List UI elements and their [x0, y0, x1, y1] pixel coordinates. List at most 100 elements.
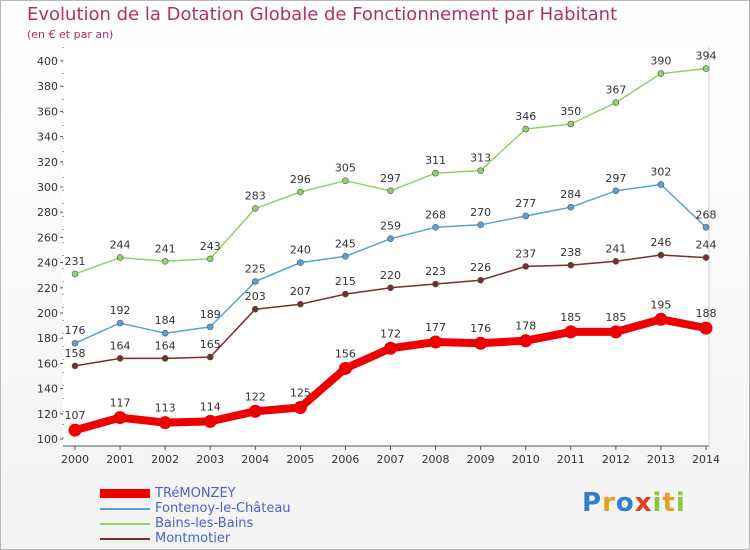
data-point	[657, 181, 665, 188]
data-point	[297, 300, 304, 308]
y-tick-label: 280	[37, 206, 58, 219]
data-point	[71, 339, 79, 347]
data-label: 207	[290, 285, 311, 298]
data-point	[387, 187, 394, 195]
data-point	[297, 188, 304, 196]
y-tick-label: 120	[37, 408, 58, 421]
legend-item: TRéMONZEY	[100, 486, 291, 501]
data-label: 284	[560, 188, 581, 201]
logo-letter: i	[675, 488, 686, 518]
data-label: 241	[605, 242, 626, 255]
y-tick-label: 140	[37, 383, 58, 396]
data-label: 122	[245, 390, 266, 403]
data-point	[206, 353, 214, 361]
data-labels-layer: 158 164 164 165 203 207 215 220 223 226 237 238 241 2…	[65, 50, 717, 423]
data-point	[116, 254, 124, 261]
x-tick-label: 2010	[512, 453, 540, 466]
legend-swatch	[100, 522, 150, 525]
data-label: 296	[290, 173, 311, 186]
data-point	[384, 341, 397, 355]
data-label: 231	[65, 255, 86, 268]
data-point	[702, 65, 710, 72]
data-point	[564, 325, 578, 339]
y-tick-label: 260	[37, 231, 58, 244]
data-label: 277	[515, 197, 536, 210]
x-tick-label: 2006	[331, 453, 359, 466]
data-label: 244	[696, 239, 717, 252]
data-label: 305	[335, 162, 356, 175]
data-label: 244	[110, 239, 131, 252]
chart-subtitle: (en € et par an)	[27, 28, 114, 41]
y-tick-label: 320	[37, 156, 58, 169]
data-label: 164	[155, 339, 176, 352]
data-point	[71, 362, 79, 370]
data-point	[342, 177, 349, 184]
data-point	[477, 276, 484, 284]
data-label: 268	[696, 208, 717, 221]
data-label: 158	[65, 347, 86, 360]
data-point	[657, 251, 665, 259]
legend: TRéMONZEY Fontenoy-le-Château Bains-les-Ba…	[100, 486, 291, 546]
legend-item: Montmotier	[100, 531, 291, 546]
data-label: 176	[65, 324, 86, 337]
data-label: 225	[245, 263, 266, 276]
x-tick-label: 2002	[151, 453, 179, 466]
data-point	[702, 224, 710, 231]
proxiti-logo: Proxiti	[582, 488, 686, 518]
data-label: 223	[425, 265, 446, 278]
data-point	[522, 263, 530, 270]
data-label: 238	[560, 246, 581, 259]
data-label: 178	[515, 320, 536, 333]
data-point	[657, 70, 665, 77]
data-point	[612, 187, 620, 195]
logo-letter: t	[662, 488, 676, 518]
data-point	[609, 325, 623, 339]
data-label: 390	[650, 55, 671, 68]
data-label: 302	[650, 165, 671, 178]
data-label: 117	[110, 397, 131, 410]
data-label: 313	[470, 152, 491, 165]
data-point	[612, 99, 620, 106]
plot-area	[63, 47, 709, 446]
data-label: 226	[470, 261, 491, 274]
x-tick-label: 2009	[467, 453, 495, 466]
data-label: 311	[425, 154, 446, 167]
data-point	[116, 355, 124, 362]
data-label: 220	[380, 269, 401, 282]
data-label: 165	[200, 338, 221, 351]
legend-label: TRéMONZEY	[155, 486, 236, 501]
legend-swatch	[100, 489, 150, 498]
legend-item: Fontenoy-le-Château	[100, 501, 291, 516]
data-point	[429, 335, 443, 349]
data-point	[203, 414, 217, 428]
x-tick-label: 2013	[647, 453, 675, 466]
x-tick-label: 2001	[106, 453, 134, 466]
data-point	[251, 305, 259, 313]
legend-label: Bains-les-Bains	[155, 516, 254, 531]
x-tick-label: 2000	[61, 453, 89, 466]
data-label: 240	[290, 244, 311, 257]
y-tick-label: 380	[37, 80, 58, 93]
data-label: 195	[650, 298, 671, 311]
data-label: 203	[245, 290, 266, 303]
x-tick-label: 2007	[377, 453, 405, 466]
data-point	[161, 329, 169, 337]
data-label: 270	[470, 206, 491, 219]
y-tick-label: 200	[37, 307, 58, 320]
data-point	[113, 411, 127, 425]
legend-item: Bains-les-Bains	[100, 516, 291, 531]
data-label: 192	[110, 304, 131, 317]
y-tick-label: 220	[37, 282, 58, 295]
data-point	[206, 323, 214, 331]
x-tick-label: 2012	[602, 453, 630, 466]
data-label: 367	[605, 84, 626, 97]
series-layer	[68, 65, 713, 437]
data-point	[158, 416, 172, 430]
data-label: 189	[200, 308, 221, 321]
data-point	[248, 404, 262, 418]
data-point	[567, 120, 575, 128]
data-point	[116, 319, 124, 327]
data-label: 113	[155, 402, 176, 415]
data-label: 297	[605, 172, 626, 185]
data-point	[567, 261, 575, 269]
